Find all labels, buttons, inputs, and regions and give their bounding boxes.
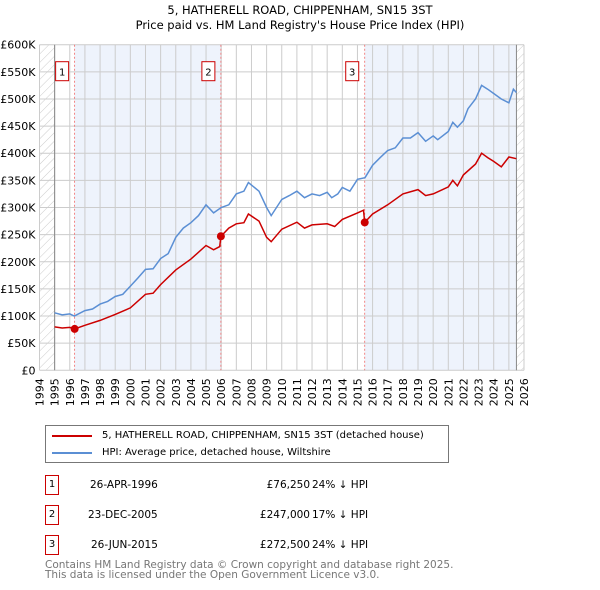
x-tick-label: 2010 — [276, 378, 289, 406]
footer-licence: This data is licensed under the Open Gov… — [45, 569, 380, 581]
x-tick-label: 2016 — [367, 378, 380, 406]
y-tick-label: £100K — [0, 310, 36, 323]
legend: 5, HATHERELL ROAD, CHIPPENHAM, SN15 3ST … — [45, 425, 449, 463]
sale-price: £76,250 — [266, 479, 310, 491]
x-tick-label: 2018 — [397, 378, 410, 406]
x-tick-label: 2025 — [503, 378, 516, 406]
x-tick-label: 2008 — [245, 378, 258, 406]
sale-point — [360, 218, 369, 227]
sale-label-box — [201, 61, 216, 82]
sale-marker-badge: 2 — [45, 505, 59, 525]
x-tick-label: 2005 — [200, 378, 213, 406]
sale-label-box — [345, 61, 360, 82]
sale-marker-badge: 1 — [45, 475, 59, 495]
x-tick-label: 2013 — [321, 378, 334, 406]
sale-marker-badge: 3 — [45, 535, 59, 555]
y-tick-label: £450K — [0, 120, 36, 133]
x-tick-label: 1996 — [64, 378, 77, 406]
y-tick-label: £400K — [0, 147, 36, 160]
x-tick-label: 2019 — [412, 378, 425, 406]
sale-point — [216, 232, 225, 241]
x-tick-label: 2022 — [457, 378, 470, 406]
legend-swatch-blue — [52, 451, 92, 454]
x-tick-label: 2014 — [336, 378, 349, 406]
x-tick-label: 2002 — [155, 378, 168, 406]
x-tick-label: 2012 — [306, 378, 319, 406]
x-tick-label: 2024 — [488, 378, 501, 406]
x-tick-label: 2001 — [139, 378, 152, 406]
legend-swatch-red — [52, 434, 92, 437]
legend-label: HPI: Average price, detached house, Wilt… — [102, 447, 331, 458]
legend-label: 5, HATHERELL ROAD, CHIPPENHAM, SN15 3ST … — [102, 430, 424, 441]
sale-price: £272,500 — [259, 539, 310, 551]
footer: Contains HM Land Registry data © Crown c… — [45, 559, 454, 581]
y-tick-label: £250K — [0, 229, 36, 242]
sale-row: 3 26-JUN-2015 £272,500 24% ↓ HPI — [45, 535, 465, 555]
sale-date: 26-JUN-2015 — [91, 539, 158, 551]
price-chart: 5, HATHERELL ROAD, CHIPPENHAM, SN15 3ST … — [0, 3, 531, 406]
x-tick-label: 1995 — [49, 378, 62, 406]
sale-hpi-diff: 17% ↓ HPI — [312, 509, 369, 521]
series-line — [54, 84, 517, 317]
sale-label: 2 — [205, 68, 211, 79]
y-tick-label: £200K — [0, 256, 36, 269]
y-tick-label: £500K — [0, 93, 36, 106]
legend-item-hpi: HPI: Average price, detached house, Wilt… — [52, 447, 331, 458]
x-tick-label: 2017 — [382, 378, 395, 406]
x-tick-label: 2009 — [261, 378, 274, 406]
x-tick-label: 2003 — [170, 378, 183, 406]
x-tick-label: 2004 — [185, 378, 198, 406]
sale-row: 1 26-APR-1996 £76,250 24% ↓ HPI — [45, 475, 465, 495]
x-tick-label: 1994 — [34, 378, 47, 406]
x-tick-label: 2026 — [518, 378, 531, 406]
chart-title: 5, HATHERELL ROAD, CHIPPENHAM, SN15 3ST — [167, 3, 433, 17]
y-tick-label: £300K — [0, 202, 36, 215]
sale-hpi-diff: 24% ↓ HPI — [312, 539, 369, 551]
legend-item-property: 5, HATHERELL ROAD, CHIPPENHAM, SN15 3ST … — [52, 430, 424, 441]
sale-row: 2 23-DEC-2005 £247,000 17% ↓ HPI — [45, 505, 465, 525]
x-tick-label: 2000 — [124, 378, 137, 406]
sale-label-box — [55, 61, 70, 82]
footer-copyright: Contains HM Land Registry data © Crown c… — [45, 559, 454, 571]
x-tick-label: 1999 — [109, 378, 122, 406]
y-tick-label: £50K — [7, 337, 36, 350]
sale-hpi-diff: 24% ↓ HPI — [312, 479, 369, 491]
y-tick-label: £0 — [22, 364, 36, 377]
sale-date: 23-DEC-2005 — [88, 509, 158, 521]
sale-label: 3 — [349, 68, 355, 79]
x-tick-label: 1997 — [79, 378, 92, 406]
x-tick-label: 2007 — [230, 378, 243, 406]
x-tick-label: 2011 — [291, 378, 304, 406]
series-line — [54, 152, 517, 330]
x-tick-label: 2015 — [351, 378, 364, 406]
y-tick-label: £350K — [0, 174, 36, 187]
chart-subtitle: Price paid vs. HM Land Registry's House … — [136, 18, 465, 32]
x-tick-label: 1998 — [94, 378, 107, 406]
x-tick-label: 2023 — [473, 378, 486, 406]
sale-point — [70, 324, 79, 333]
sale-price: £247,000 — [259, 509, 310, 521]
y-tick-label: £550K — [0, 66, 36, 79]
x-tick-label: 2021 — [442, 378, 455, 406]
x-tick-label: 2006 — [215, 378, 228, 406]
x-tick-label: 2020 — [427, 378, 440, 406]
y-tick-label: £150K — [0, 283, 36, 296]
sale-label: 1 — [59, 68, 65, 79]
sale-date: 26-APR-1996 — [90, 479, 158, 491]
y-tick-label: £600K — [0, 39, 36, 52]
